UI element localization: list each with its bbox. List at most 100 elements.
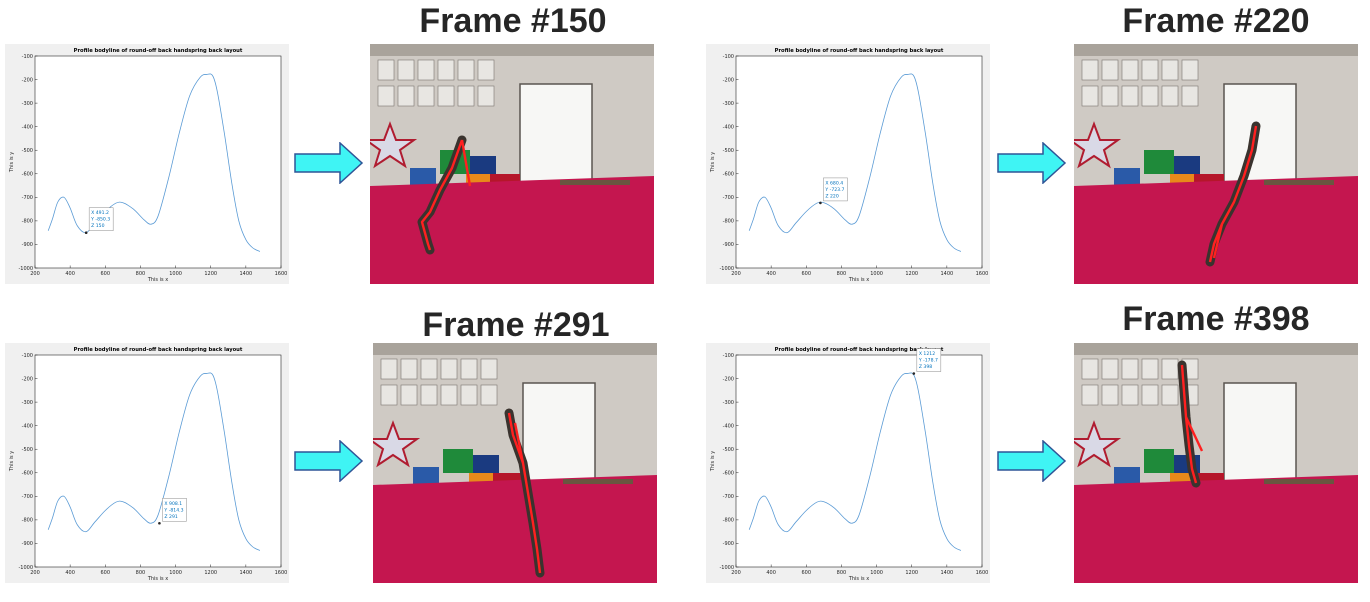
y-tick-label: -500 <box>723 148 734 154</box>
x-axis-label: This is x <box>848 576 869 582</box>
datatip-z: Z 220 <box>825 193 838 199</box>
banner <box>460 358 478 380</box>
mat-block <box>1174 156 1200 178</box>
banner <box>1141 384 1159 406</box>
y-tick-label: -400 <box>22 423 33 429</box>
y-tick-label: -900 <box>723 242 734 248</box>
x-tick-label: 1000 <box>870 570 883 576</box>
y-tick-label: -600 <box>723 471 734 477</box>
right-arrow-icon <box>997 440 1067 482</box>
gym-window <box>1223 83 1297 185</box>
gym-window <box>519 83 593 185</box>
banner <box>480 358 498 380</box>
banner <box>477 59 495 81</box>
pose-skeleton-arm <box>1184 416 1204 452</box>
mat-block <box>473 455 499 477</box>
y-tick-label: -800 <box>723 518 734 524</box>
gym-window <box>1223 382 1297 484</box>
x-tick-label: 1400 <box>239 271 252 277</box>
y-tick-label: -100 <box>723 353 734 359</box>
frame-title: Frame #220 <box>1122 2 1310 40</box>
datatip-y: Y -178.7 <box>918 358 938 364</box>
bodyline-series <box>748 73 962 252</box>
y-tick-label: -200 <box>22 77 33 83</box>
x-tick-label: 800 <box>136 570 146 576</box>
video-frame-photo <box>1074 44 1358 284</box>
y-tick-label: -500 <box>22 447 33 453</box>
x-tick-label: 1600 <box>976 570 989 576</box>
x-tick-label: 1600 <box>275 570 288 576</box>
gym-ceiling <box>1074 44 1358 56</box>
banner <box>1161 59 1179 81</box>
banner <box>397 59 415 81</box>
x-tick-label: 1000 <box>169 271 182 277</box>
x-tick-label: 400 <box>65 570 75 576</box>
x-axis-label: This is x <box>848 277 869 283</box>
bodyline-series <box>47 73 261 252</box>
bodyline-series <box>47 372 261 551</box>
y-tick-label: -100 <box>22 353 33 359</box>
bodyline-chart: Profile bodyline of round-off back hands… <box>710 48 989 283</box>
banner <box>380 358 398 380</box>
x-tick-label: 200 <box>731 570 741 576</box>
banner <box>1141 59 1159 81</box>
pose-skeleton-line <box>507 412 542 574</box>
y-tick-label: -300 <box>723 400 734 406</box>
banner <box>1081 59 1099 81</box>
banner <box>1181 85 1199 107</box>
plot-area <box>34 55 282 269</box>
mat-block <box>443 449 473 473</box>
gym-floor <box>370 176 654 284</box>
mat-block <box>470 156 496 178</box>
banner <box>1081 85 1099 107</box>
y-tick-label: -700 <box>723 195 734 201</box>
banner <box>1161 85 1179 107</box>
datatip-z: Z 150 <box>91 223 104 229</box>
y-tick-label: -300 <box>723 101 734 107</box>
banner <box>1121 384 1139 406</box>
y-tick-label: -700 <box>22 494 33 500</box>
frame-title: Frame #398 <box>1122 300 1310 338</box>
x-tick-label: 400 <box>766 271 776 277</box>
banner <box>400 384 418 406</box>
pose-skeleton-line <box>1208 125 1258 263</box>
banner <box>1181 59 1199 81</box>
x-tick-label: 1200 <box>204 271 217 277</box>
banner <box>1161 384 1179 406</box>
chart-title: Profile bodyline of round-off back hands… <box>775 347 944 353</box>
gym-window <box>522 382 596 484</box>
banner <box>440 384 458 406</box>
y-tick-label: -800 <box>22 219 33 225</box>
x-tick-label: 1600 <box>976 271 989 277</box>
y-tick-label: -900 <box>22 541 33 547</box>
mat-block <box>1144 150 1174 174</box>
datatip-z: Z 398 <box>919 364 932 370</box>
datatip-x: X 1212 <box>919 351 935 357</box>
y-tick-label: -800 <box>22 518 33 524</box>
x-tick-label: 1000 <box>870 271 883 277</box>
banner <box>1121 358 1139 380</box>
y-tick-label: -900 <box>723 541 734 547</box>
banner <box>1121 59 1139 81</box>
y-axis-label: This is y <box>9 451 15 472</box>
video-frame-photo <box>1074 343 1358 583</box>
chart-title: Profile bodyline of round-off back hands… <box>74 347 243 353</box>
bodyline-plot: Profile bodyline of round-off back hands… <box>5 44 289 284</box>
y-tick-label: -400 <box>723 124 734 130</box>
star-decoration <box>370 121 418 169</box>
banner <box>1081 358 1099 380</box>
datatip-y: Y -723.7 <box>824 187 844 193</box>
y-tick-label: -1000 <box>719 266 734 272</box>
y-tick-label: -800 <box>723 219 734 225</box>
banner <box>1121 85 1139 107</box>
chart-title: Profile bodyline of round-off back hands… <box>74 48 243 54</box>
x-tick-label: 1200 <box>905 271 918 277</box>
y-tick-label: -100 <box>723 54 734 60</box>
datatip-marker <box>158 521 161 525</box>
plot-area <box>34 354 282 568</box>
x-tick-label: 1400 <box>940 570 953 576</box>
y-axis-label: This is y <box>9 152 15 173</box>
right-arrow-icon <box>294 142 364 184</box>
banner <box>440 358 458 380</box>
banner <box>420 358 438 380</box>
